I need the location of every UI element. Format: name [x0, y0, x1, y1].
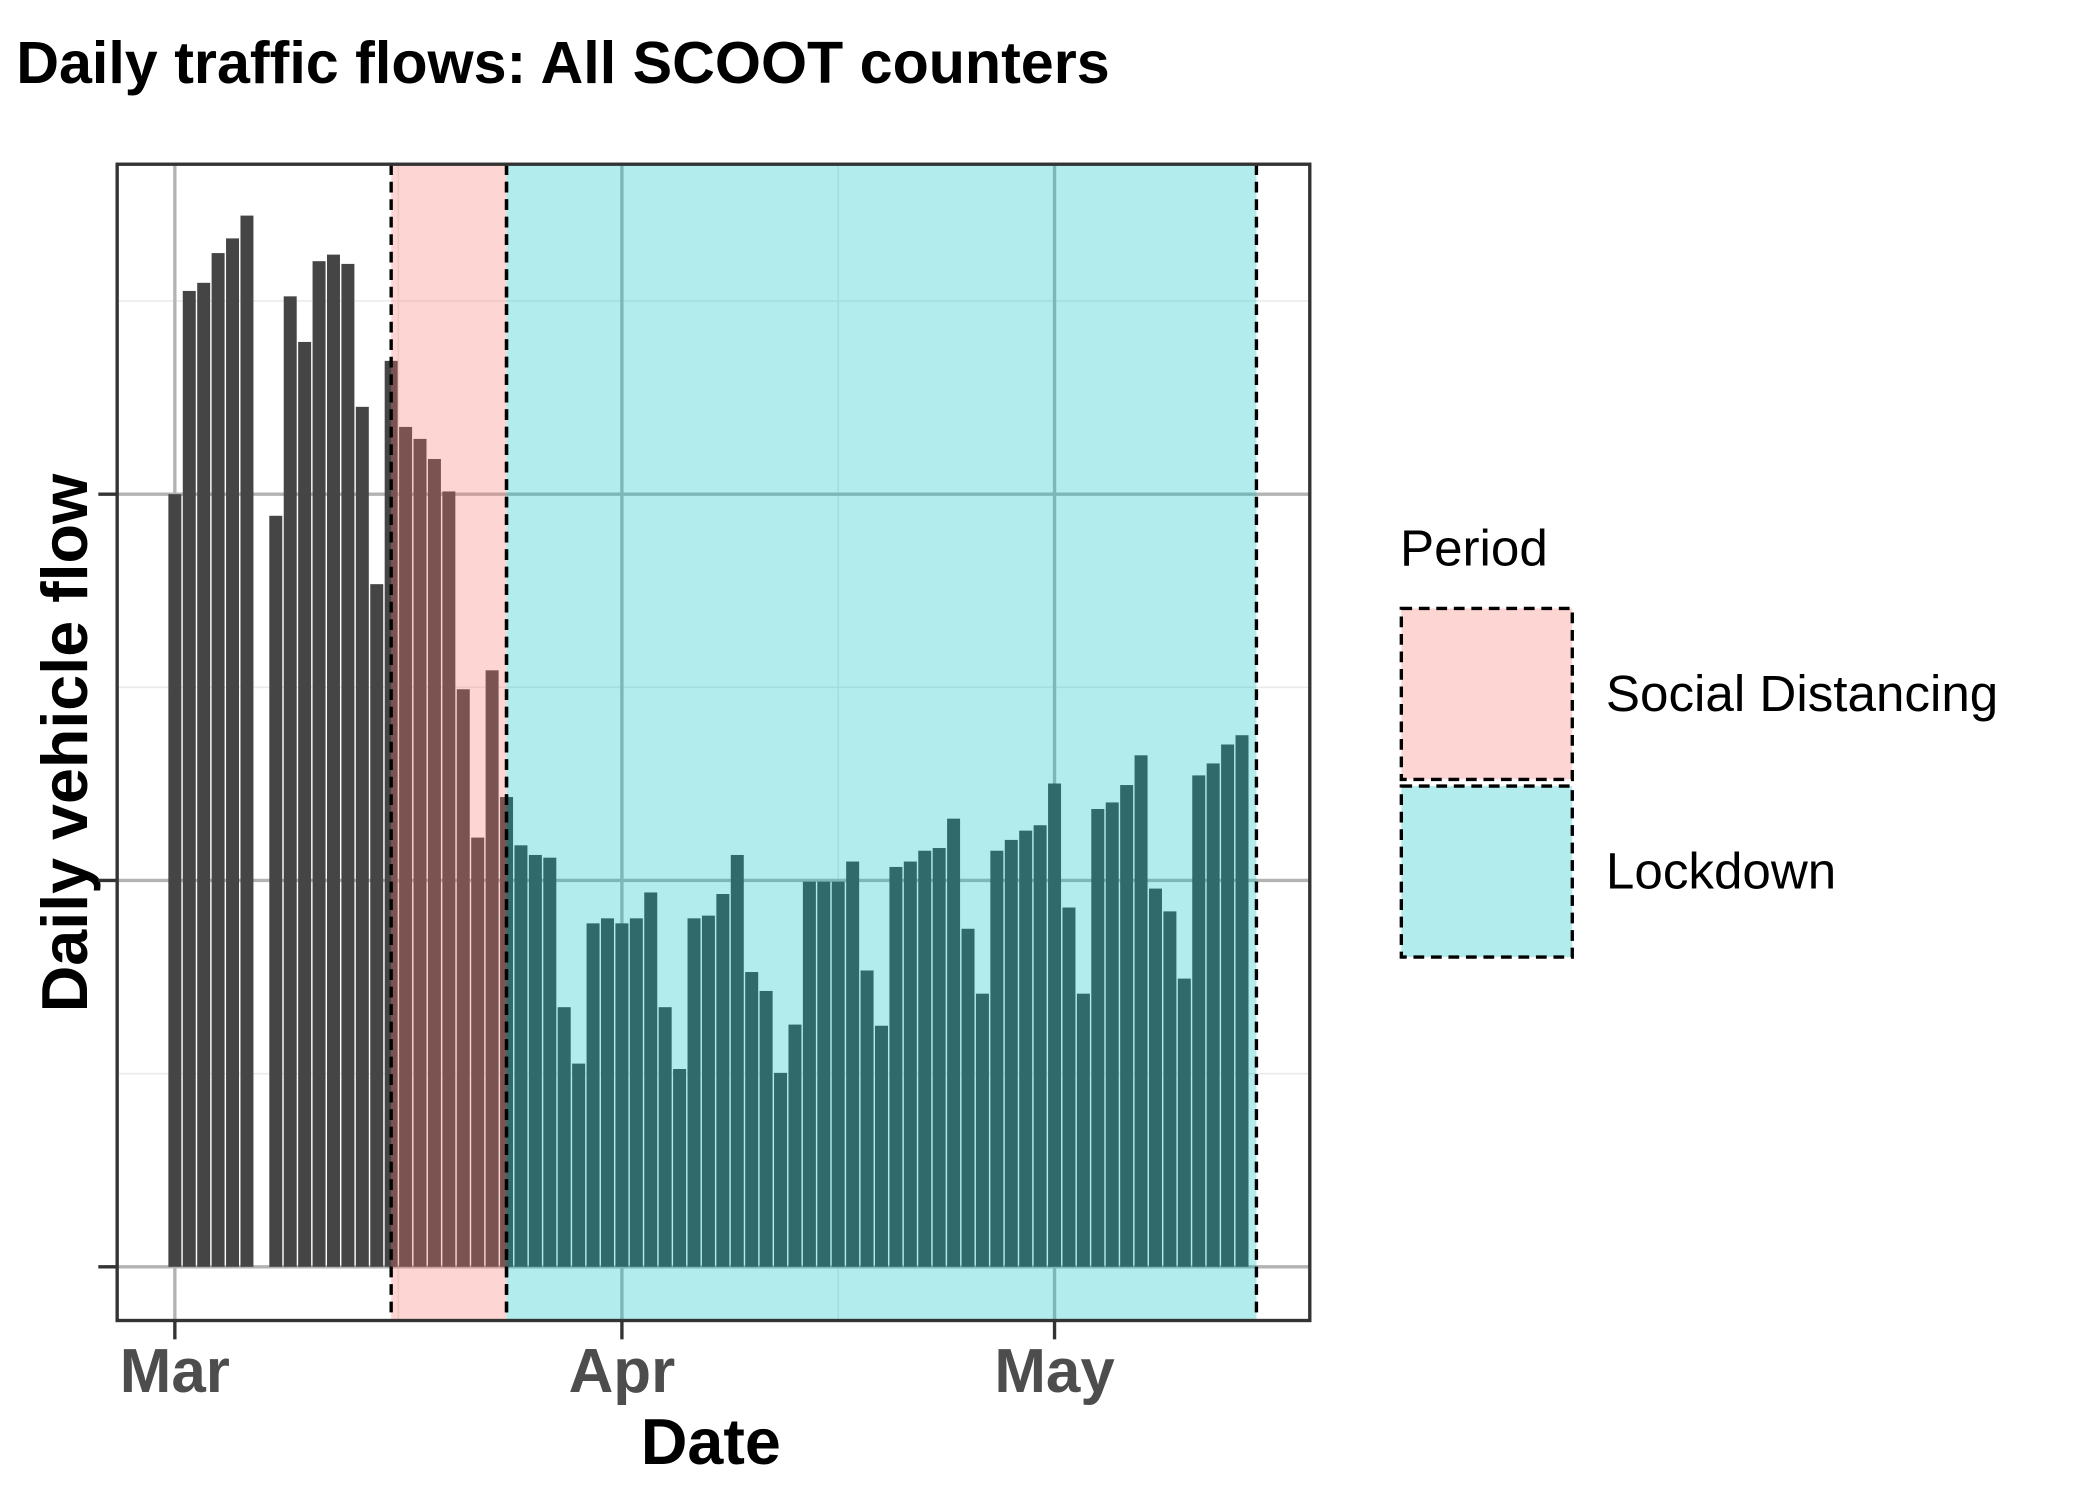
bar — [629, 918, 643, 1267]
bar — [1163, 911, 1177, 1267]
bar — [283, 296, 297, 1267]
x-tick-label: Mar — [120, 1337, 230, 1406]
bar — [168, 494, 182, 1267]
bar — [182, 290, 196, 1267]
bar — [413, 438, 427, 1267]
bar — [730, 854, 744, 1267]
bar — [528, 854, 542, 1267]
bar — [846, 861, 860, 1267]
bar — [1192, 775, 1206, 1267]
bar — [1004, 839, 1018, 1267]
x-tick-label: May — [994, 1337, 1115, 1406]
bar — [586, 923, 600, 1267]
bar — [1120, 785, 1134, 1267]
bar — [1033, 825, 1047, 1267]
bar — [975, 993, 989, 1267]
bar — [1019, 830, 1033, 1267]
bar — [427, 458, 441, 1267]
bar — [874, 1025, 888, 1267]
legend-label: Social Distancing — [1606, 665, 1998, 722]
bar — [1091, 809, 1105, 1267]
bar — [1076, 993, 1090, 1267]
bar — [1221, 744, 1235, 1267]
x-axis-title: Date — [641, 1406, 781, 1478]
bar — [1148, 888, 1162, 1267]
bar — [802, 881, 816, 1267]
bar — [788, 1024, 802, 1267]
bar — [197, 282, 211, 1267]
bar — [326, 254, 340, 1267]
bar — [399, 426, 413, 1267]
bar — [269, 515, 283, 1267]
bar — [471, 837, 485, 1267]
bar — [673, 1069, 687, 1267]
bar — [990, 850, 1004, 1267]
bar — [1105, 802, 1119, 1267]
bar — [370, 584, 384, 1267]
bar — [831, 881, 845, 1267]
bar — [644, 892, 658, 1267]
legend-key — [1399, 784, 1574, 959]
bar — [1062, 907, 1076, 1267]
bar — [226, 238, 240, 1267]
bar — [774, 1072, 788, 1267]
legend-key — [1399, 606, 1574, 782]
panel-border — [115, 162, 1312, 1323]
chart-title: Daily traffic flows: All SCOOT counters — [16, 29, 1110, 96]
bar — [572, 1063, 586, 1267]
bar — [341, 263, 355, 1267]
bar — [600, 918, 614, 1267]
y-axis-title: Daily vehicle flow — [29, 473, 101, 1012]
bar — [442, 491, 456, 1267]
bar — [961, 928, 975, 1267]
bar — [716, 894, 730, 1267]
bar — [557, 1007, 571, 1267]
bar — [240, 215, 254, 1267]
bar — [485, 670, 499, 1267]
bar — [355, 406, 369, 1267]
bar — [543, 857, 557, 1267]
period-band — [391, 164, 507, 1321]
bar — [860, 970, 874, 1267]
bar — [1235, 735, 1249, 1267]
bar — [918, 850, 932, 1267]
bar — [701, 915, 715, 1267]
bar — [456, 689, 470, 1267]
bar — [211, 253, 225, 1267]
bar — [615, 923, 629, 1267]
bar — [312, 261, 326, 1267]
x-tick-label: Apr — [569, 1337, 676, 1406]
period-band — [506, 164, 1257, 1321]
bar — [1134, 755, 1148, 1267]
bar — [1048, 783, 1062, 1267]
legend-label: Lockdown — [1606, 842, 1836, 899]
bar — [903, 861, 917, 1267]
bar — [687, 918, 701, 1267]
bar — [889, 866, 903, 1267]
bar — [745, 972, 759, 1267]
bar — [759, 990, 773, 1267]
bar — [514, 845, 528, 1267]
bar — [1206, 763, 1220, 1267]
bar — [658, 1007, 672, 1267]
legend-title: Period — [1400, 519, 1548, 576]
bar — [932, 848, 946, 1267]
bar — [817, 881, 831, 1267]
bar — [1177, 978, 1191, 1267]
bar — [947, 818, 961, 1267]
bar — [298, 341, 312, 1267]
